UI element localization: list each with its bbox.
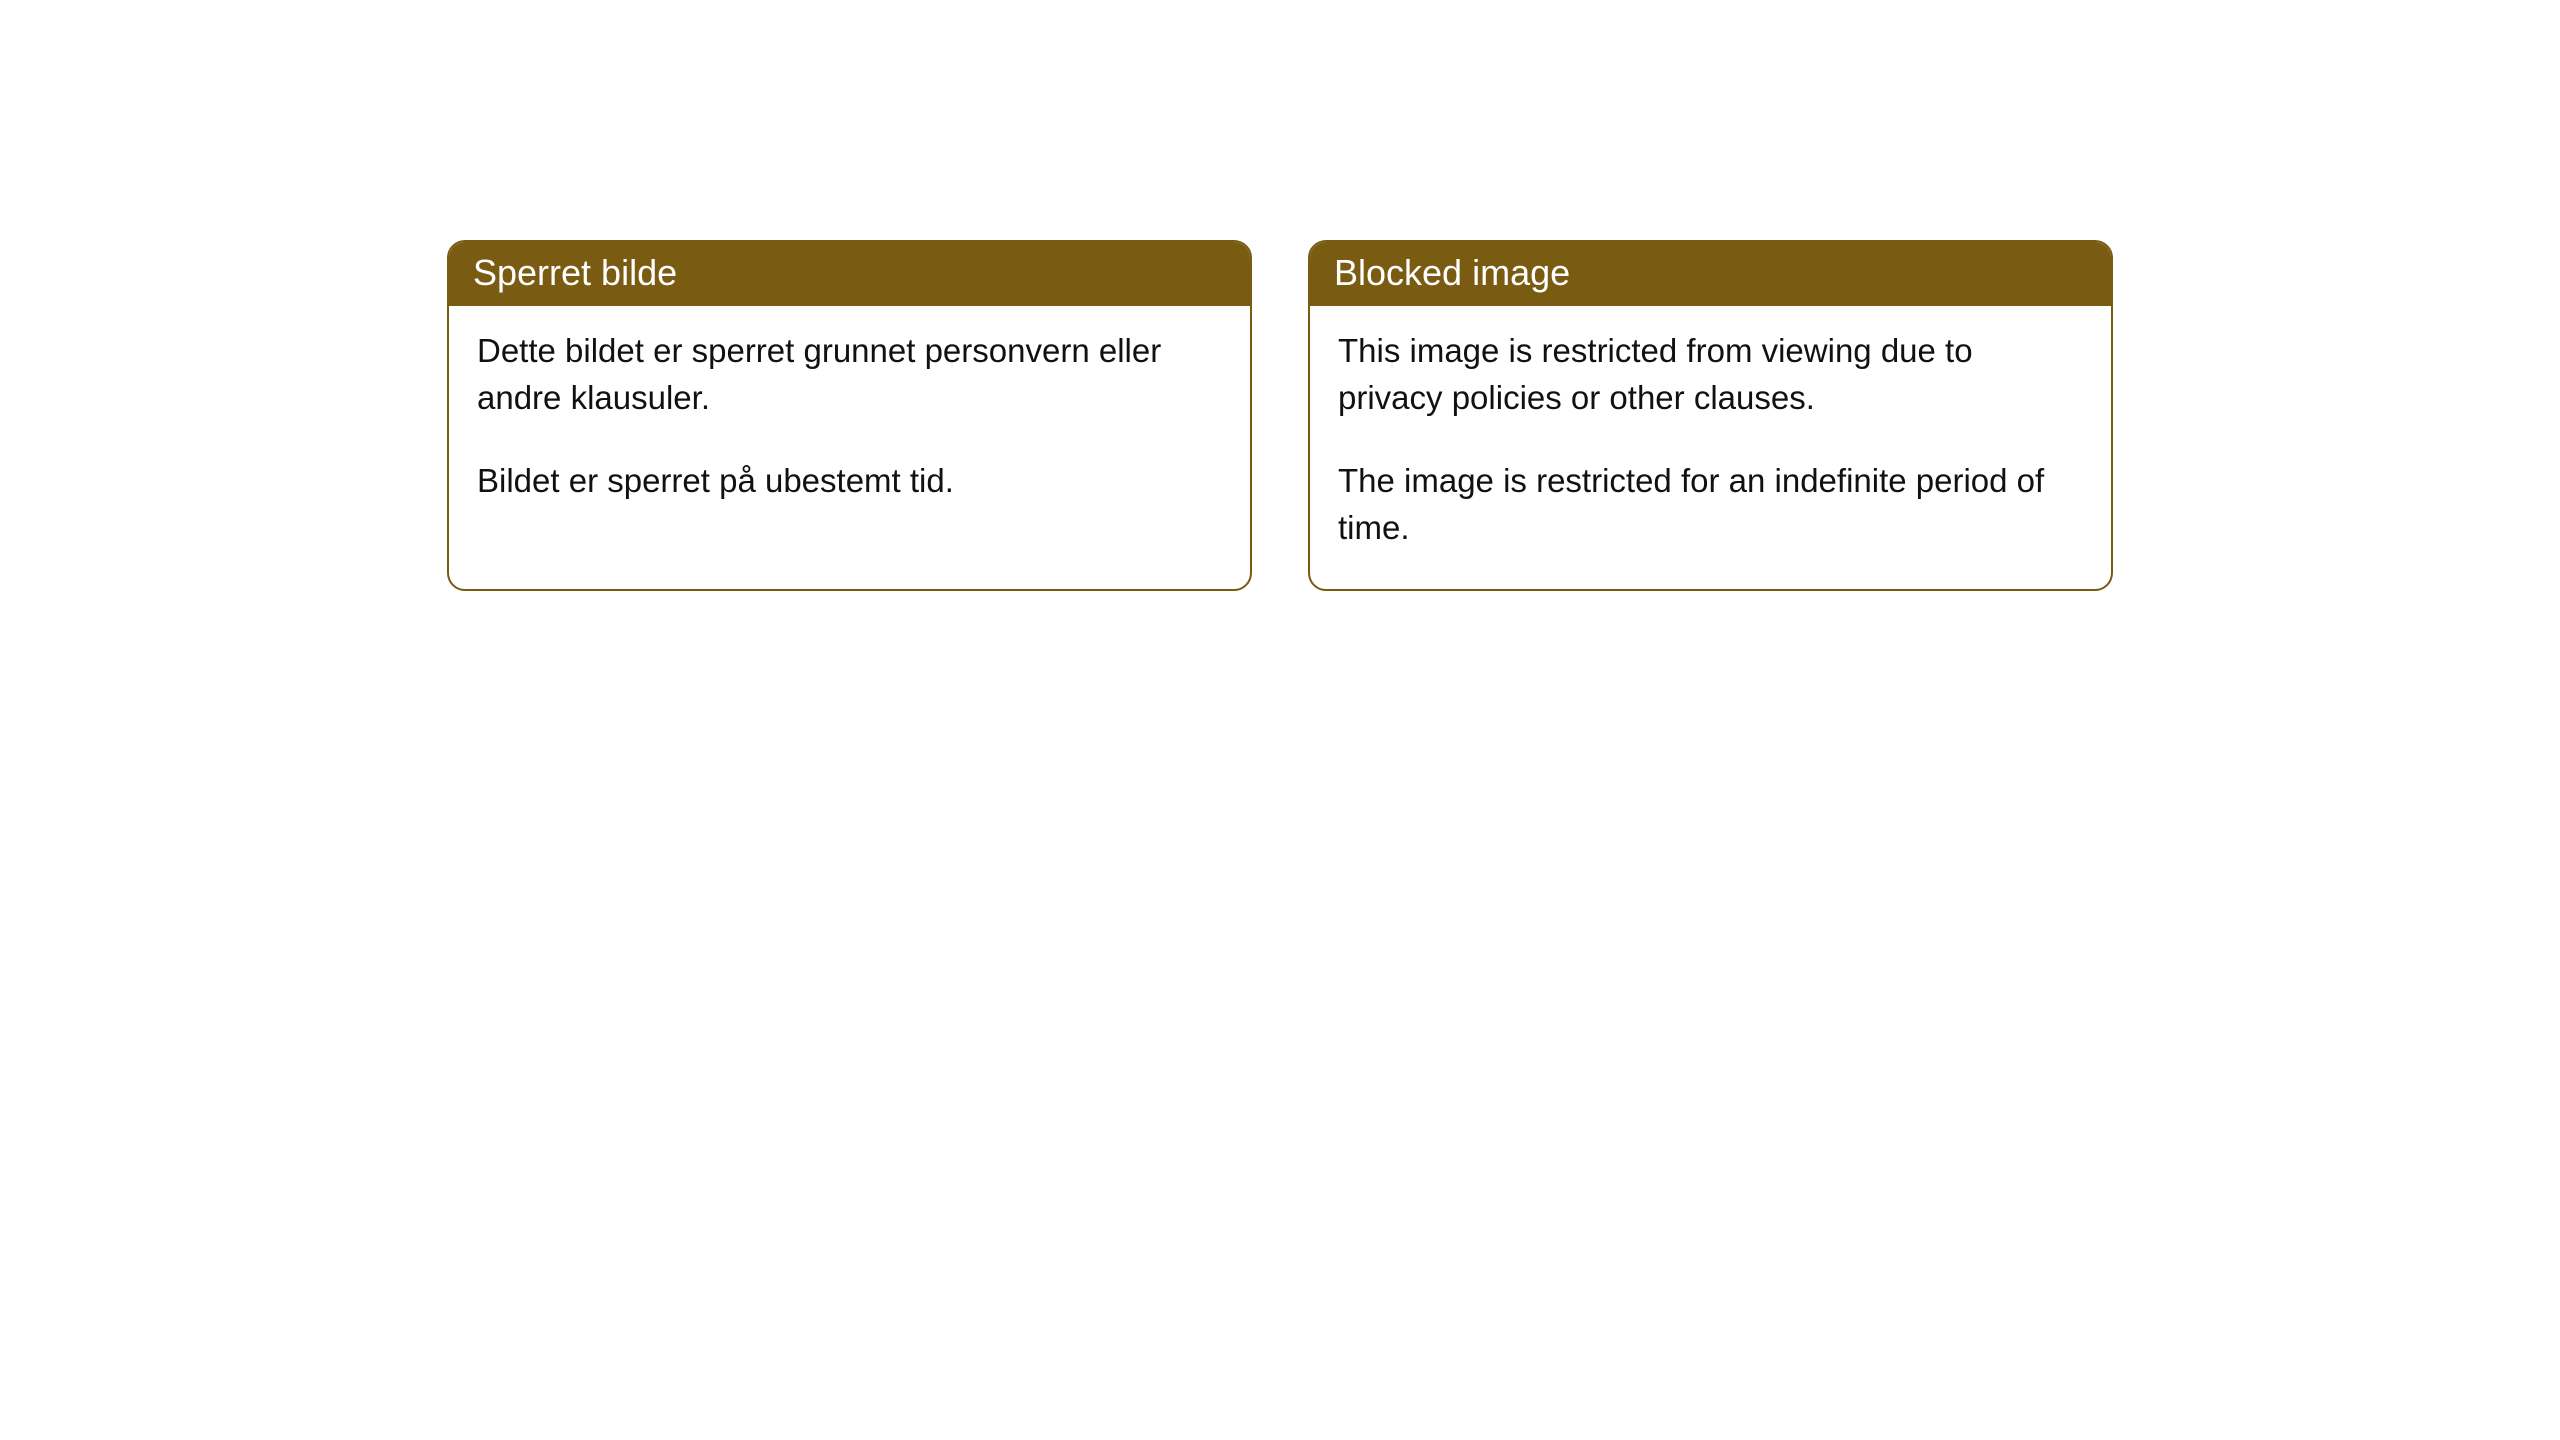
notice-text-line1: Dette bildet er sperret grunnet personve…	[477, 328, 1222, 422]
card-body: Dette bildet er sperret grunnet personve…	[449, 306, 1250, 543]
card-title: Sperret bilde	[449, 242, 1250, 306]
notice-cards-container: Sperret bilde Dette bildet er sperret gr…	[0, 0, 2560, 591]
blocked-image-notice-no: Sperret bilde Dette bildet er sperret gr…	[447, 240, 1252, 591]
card-title: Blocked image	[1310, 242, 2111, 306]
notice-text-line2: Bildet er sperret på ubestemt tid.	[477, 458, 1222, 505]
notice-text-line2: The image is restricted for an indefinit…	[1338, 458, 2083, 552]
blocked-image-notice-en: Blocked image This image is restricted f…	[1308, 240, 2113, 591]
notice-text-line1: This image is restricted from viewing du…	[1338, 328, 2083, 422]
card-body: This image is restricted from viewing du…	[1310, 306, 2111, 589]
